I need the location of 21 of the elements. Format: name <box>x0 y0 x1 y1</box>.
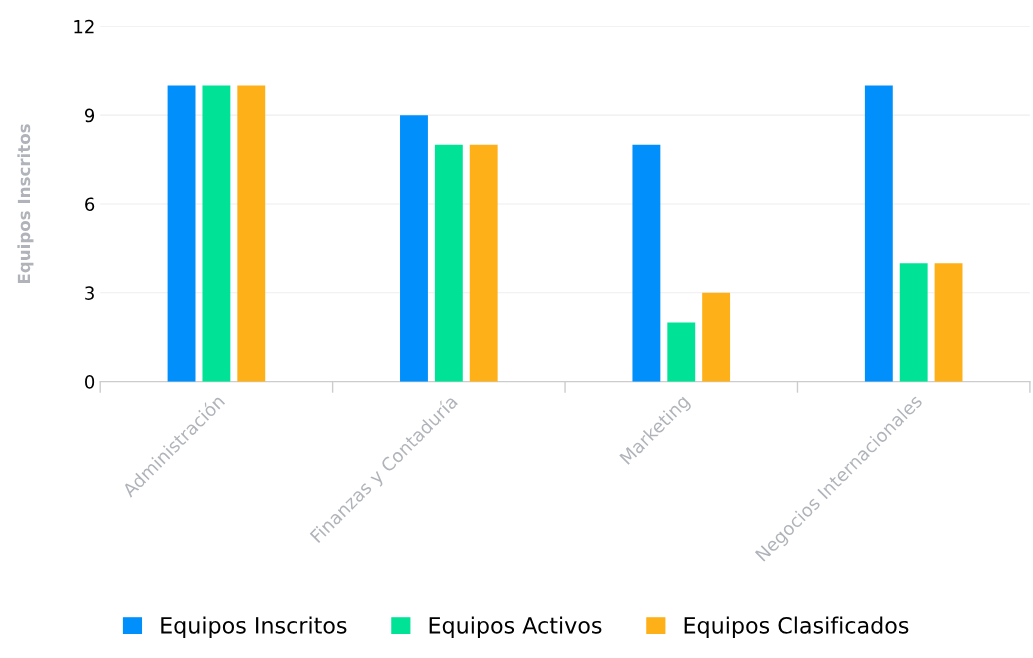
bar <box>899 263 928 382</box>
y-tick-label: 6 <box>85 197 95 212</box>
legend-label: Equipos Clasificados <box>684 616 909 638</box>
bar <box>434 144 463 382</box>
bar <box>864 85 893 382</box>
bar <box>237 85 266 382</box>
bar <box>702 292 731 382</box>
y-tick-label: 3 <box>85 286 94 300</box>
bar <box>400 115 428 382</box>
y-tick-label: 9 <box>84 108 95 123</box>
bar <box>934 263 963 382</box>
y-axis-title: Equipos Inscritos <box>17 124 34 284</box>
bar <box>469 144 498 382</box>
bar <box>632 144 661 382</box>
bar <box>667 322 696 382</box>
legend-label: Equipos Activos <box>429 616 602 638</box>
legend-label: Equipos Inscritos <box>161 616 347 638</box>
bar <box>202 85 231 382</box>
y-tick-label: 12 <box>74 19 94 34</box>
y-tick-label: 0 <box>85 375 95 389</box>
bar <box>167 85 196 382</box>
